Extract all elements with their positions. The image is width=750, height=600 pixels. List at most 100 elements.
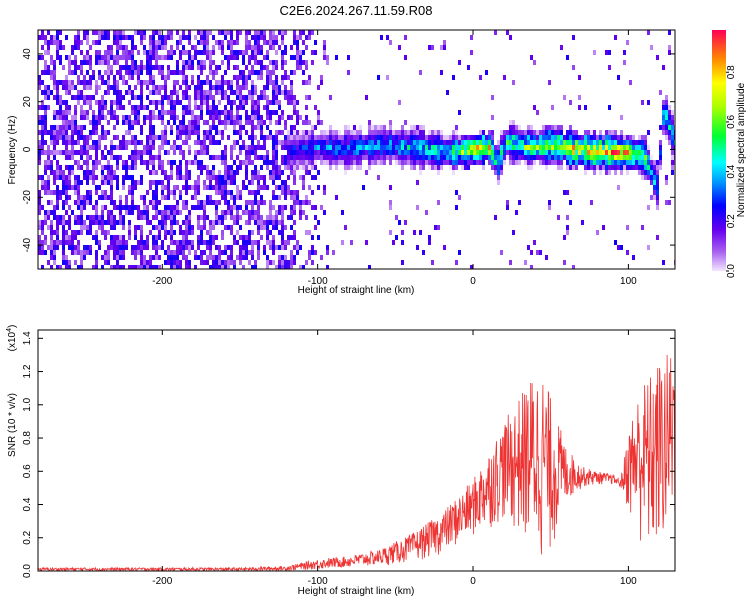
spectrogram-cell [62,85,65,90]
spectrogram-cell [323,130,326,135]
spectrogram-cell [362,155,365,160]
spectrogram-cell [617,135,620,140]
spectrogram-cell [257,110,260,115]
spectrogram-cell [335,155,338,160]
spectrogram-cell [650,175,653,180]
spectrogram-cell [467,155,470,160]
spectrogram-cell [218,140,221,145]
spectrogram-cell [401,155,404,160]
spectrogram-cell [185,110,188,115]
spectrogram-cell [80,50,83,55]
spectrogram-cell [410,155,413,160]
spectrogram-cell [236,120,239,125]
spectrogram-cell [620,160,623,165]
spectrogram-cell [182,50,185,55]
spectrogram-cell [161,100,164,105]
spectrogram-cell [80,130,83,135]
spectrogram-cell [71,140,74,145]
spectrogram-cell [53,65,56,70]
spectrogram-cell [623,155,626,160]
spectrogram-cell [476,140,479,145]
spectrogram-cell [191,115,194,120]
spectrogram-cell [488,155,491,160]
spectrogram-cell [230,120,233,125]
spectrogram-cell [125,160,128,165]
spectrogram-cell [419,130,422,135]
spectrogram-cell [305,135,308,140]
spectrogram-cell [641,155,644,160]
spectrogram-cell [80,125,83,130]
spectrogram-cell [419,145,422,150]
spectrogram-cell [200,215,203,220]
spectrogram-cell [269,260,272,265]
spectrogram-cell [89,175,92,180]
spectrogram-cell [104,135,107,140]
spectrogram-cell [623,135,626,140]
spectrogram-cell [86,200,89,205]
spectrogram-cell [302,165,305,170]
spectrogram-cell [179,135,182,140]
spectrogram-cell [236,50,239,55]
spectrogram-cell [245,240,248,245]
spectrogram-cell [257,200,260,205]
spectrogram-cell [206,185,209,190]
spectrogram-cell [89,195,92,200]
spectrogram-cell [122,80,125,85]
spectrogram-cell [605,150,608,155]
spectrogram-cell [173,185,176,190]
spectrogram-cell [347,135,350,140]
spectrogram-cell [146,60,149,65]
spectrogram-cell [236,35,239,40]
spectrogram-cell [230,30,233,35]
spectrogram-cell [410,125,413,130]
spectrogram-cell [71,45,74,50]
spectrogram-cell [104,35,107,40]
spectrogram-cell [122,250,125,255]
spectrogram-cell [644,160,647,165]
spectrogram-cell [155,155,158,160]
spectrogram-cell [167,230,170,235]
spectrogram-cell [200,255,203,260]
spectrogram-cell [173,120,176,125]
spectrogram-cell [266,125,269,130]
spectrogram-cell [206,145,209,150]
spectrogram-cell [104,90,107,95]
spectrogram-cell [239,235,242,240]
spectrogram-cell [194,55,197,60]
spectrogram-cell [83,175,86,180]
spectrogram-cell [458,145,461,150]
spectrogram-cell [311,150,314,155]
spectrogram-cell [131,165,134,170]
spectrogram-cell [152,240,155,245]
spectrogram-cell [344,160,347,165]
spectrogram-cell [473,155,476,160]
spectrogram-cell [65,55,68,60]
spectrogram-cell [224,70,227,75]
spectrogram-cell [62,255,65,260]
spectrogram-cell [203,80,206,85]
spectrogram-cell [356,130,359,135]
spectrogram-cell [143,260,146,265]
spectrogram-cell [329,135,332,140]
spectrogram-cell [584,135,587,140]
spectrogram-cell [530,145,533,150]
spectrogram-cell [521,140,524,145]
spectrogram-cell [104,145,107,150]
spectrogram-cell [209,60,212,65]
spectrogram-cell [218,245,221,250]
spectrogram-cell [266,110,269,115]
x-tick-label: -100 [308,276,328,287]
spectrogram-cell [86,80,89,85]
spectrogram-cell [110,240,113,245]
spectrogram-cell [242,185,245,190]
spectrogram-cell [95,115,98,120]
spectrogram-cell [80,80,83,85]
spectrogram-cell [269,60,272,65]
spectrogram-cell [647,170,650,175]
spectrogram-cell [197,225,200,230]
spectrogram-cell [158,85,161,90]
spectrogram-cell [47,160,50,165]
spectrogram-cell [626,165,629,170]
spectrogram-cell [281,185,284,190]
spectrogram-cell [149,180,152,185]
